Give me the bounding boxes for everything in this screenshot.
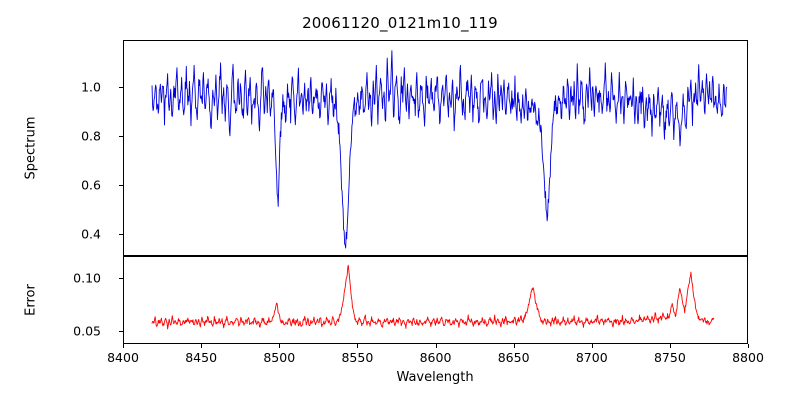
- error-data-line: [152, 265, 714, 329]
- error-ytick-1: 0.10: [73, 270, 101, 286]
- xtickmark-1: [201, 344, 203, 348]
- xtick-5: 8650: [497, 350, 530, 365]
- spectrum-ytick-labels: 0.4 0.6 0.8 1.0: [0, 40, 110, 256]
- error-ytick-labels: 0.05 0.10: [0, 256, 110, 344]
- spectrum-panel: [123, 40, 748, 256]
- spectrum-ytick-0: 0.4: [81, 226, 101, 242]
- xtick-0: 8400: [107, 350, 139, 365]
- xtickmark-5: [513, 344, 515, 348]
- spectrum-data-line: [152, 51, 727, 248]
- error-panel: [123, 256, 748, 344]
- xtick-4: 8600: [419, 350, 452, 365]
- xtick-2: 8500: [263, 350, 296, 365]
- xtickmark-0: [123, 344, 125, 348]
- spectrum-ytickmark-2: [119, 135, 123, 137]
- xtickmark-8: [748, 344, 750, 348]
- xtick-7: 8750: [653, 350, 686, 365]
- xtick-8: 8800: [732, 350, 764, 365]
- xtickmark-4: [435, 344, 437, 348]
- spectrum-ytick-3: 1.0: [81, 79, 101, 95]
- error-ytick-0: 0.05: [73, 323, 101, 339]
- spectrum-ytickmark-1: [119, 184, 123, 186]
- xtickmark-2: [279, 344, 281, 348]
- spectrum-ytick-2: 0.8: [81, 128, 101, 144]
- xtickmark-7: [669, 344, 671, 348]
- xtick-6: 8700: [575, 350, 608, 365]
- xtickmark-3: [357, 344, 359, 348]
- xtick-3: 8550: [341, 350, 374, 365]
- spectrum-ytickmark-0: [119, 233, 123, 235]
- chart-title: 20061120_0121m10_119: [302, 14, 498, 32]
- xtick-1: 8450: [185, 350, 218, 365]
- error-ytickmark-0: [119, 331, 123, 333]
- spectrum-ytickmark-3: [119, 86, 123, 88]
- error-ytickmark-1: [119, 278, 123, 280]
- wavelength-axis-label: Wavelength: [396, 370, 474, 385]
- spectrum-ytick-1: 0.6: [81, 177, 101, 193]
- xtickmark-6: [591, 344, 593, 348]
